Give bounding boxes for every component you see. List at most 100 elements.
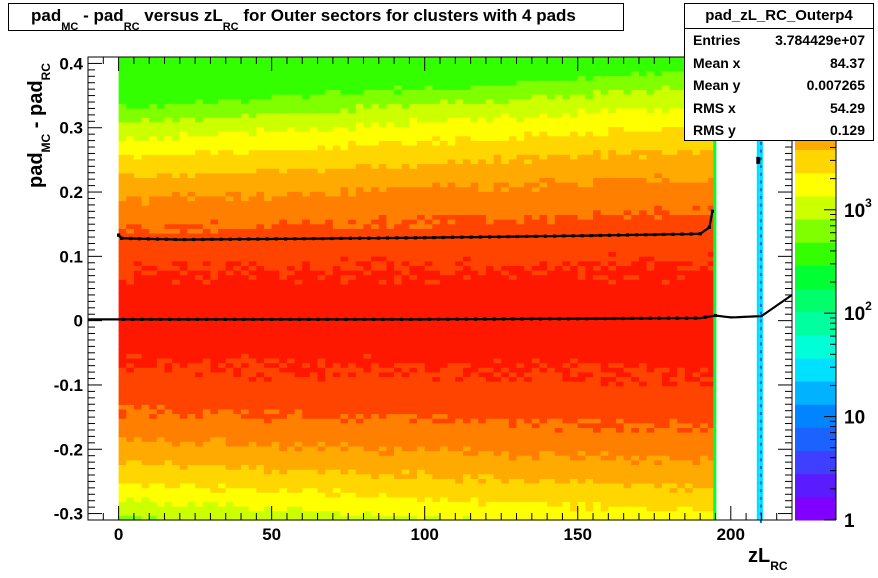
heatmap-cell	[409, 209, 418, 216]
heatmap-cell	[264, 256, 273, 262]
heatmap-cell	[363, 242, 372, 248]
heatmap-cell	[118, 348, 127, 354]
heatmap-cell	[417, 265, 426, 271]
heatmap-cell	[149, 117, 158, 123]
heatmap-cell	[455, 413, 464, 419]
heatmap-cell	[210, 436, 219, 442]
heatmap-cell	[378, 98, 388, 104]
heatmap-cell	[126, 200, 135, 206]
heatmap-cell	[118, 399, 127, 405]
heatmap-cell	[210, 144, 219, 151]
heatmap-cell	[179, 75, 189, 81]
heatmap-cell	[202, 334, 212, 341]
heatmap-cell	[149, 209, 158, 216]
heatmap-cell	[218, 455, 227, 461]
heatmap-cell	[233, 390, 242, 396]
heatmap-cell	[348, 478, 357, 484]
heatmap-cell	[133, 177, 143, 183]
heatmap-cell	[371, 251, 380, 257]
heatmap-cell	[455, 515, 464, 521]
heatmap-cell	[264, 362, 273, 368]
heatmap-cell	[172, 205, 181, 211]
heatmap-cell	[118, 307, 127, 313]
heatmap-cell	[126, 84, 135, 91]
heatmap-cell	[401, 70, 410, 77]
heatmap-cell	[225, 288, 234, 294]
heatmap-cell	[462, 57, 472, 63]
heatmap-cell	[394, 515, 403, 521]
heatmap-cell	[141, 320, 150, 327]
heatmap-cell	[225, 445, 234, 452]
heatmap-cell	[210, 158, 219, 165]
heatmap-cell	[172, 371, 181, 378]
heatmap-cell	[470, 408, 479, 415]
heatmap-cell	[493, 320, 502, 327]
heatmap-cell	[386, 232, 395, 239]
heatmap-cell	[455, 422, 464, 428]
heatmap-cell	[317, 394, 326, 401]
heatmap-cell	[149, 418, 158, 424]
heatmap-cell	[218, 450, 227, 456]
heatmap-cell	[417, 404, 426, 410]
heatmap-cell	[149, 436, 158, 442]
heatmap-cell	[302, 496, 311, 503]
heatmap-cell	[447, 353, 456, 359]
heatmap-cell	[141, 191, 150, 197]
heatmap-cell	[302, 84, 311, 91]
heatmap-cell	[409, 320, 418, 327]
heatmap-cell	[294, 427, 303, 433]
heatmap-cell	[325, 376, 334, 382]
heatmap-cell	[264, 450, 273, 456]
heatmap-cell	[371, 302, 380, 308]
heatmap-cell	[164, 293, 173, 299]
heatmap-cell	[371, 163, 380, 169]
heatmap-cell	[409, 246, 418, 253]
heatmap-cell	[141, 408, 150, 415]
heatmap-cell	[485, 70, 495, 77]
heatmap-cell	[202, 473, 212, 479]
heatmap-cell	[210, 98, 219, 104]
heatmap-cell	[218, 422, 227, 428]
heatmap-cell	[233, 413, 242, 419]
heatmap-cell	[355, 75, 365, 81]
heatmap-cell	[332, 371, 342, 378]
heatmap-cell	[417, 191, 426, 197]
heatmap-cell	[447, 283, 456, 290]
heatmap-cell	[156, 320, 166, 327]
heatmap-cell	[325, 107, 334, 114]
heatmap-cell	[325, 496, 334, 503]
heatmap-cell	[317, 450, 326, 456]
heatmap-cell	[202, 228, 212, 234]
heatmap-cell	[218, 168, 227, 174]
heatmap-cell	[417, 57, 426, 63]
heatmap-cell	[371, 112, 380, 118]
heatmap-cell	[133, 399, 143, 405]
heatmap-cell	[248, 404, 257, 410]
heatmap-cell	[355, 385, 365, 391]
heatmap-cell	[325, 168, 334, 174]
heatmap-cell	[279, 135, 288, 141]
heatmap-cell	[432, 103, 441, 109]
heatmap-cell	[325, 445, 334, 452]
heatmap-cell	[248, 376, 257, 382]
heatmap-cell	[271, 98, 280, 104]
heatmap-cell	[302, 445, 311, 452]
heatmap-cell	[248, 432, 257, 438]
heatmap-cell	[332, 404, 342, 410]
heatmap-cell	[302, 302, 311, 308]
heatmap-cell	[417, 163, 426, 169]
heatmap-cell	[340, 98, 349, 104]
heatmap-cell	[455, 320, 464, 327]
heatmap-cell	[470, 455, 479, 461]
heatmap-cell	[172, 256, 181, 262]
heatmap-cell	[286, 422, 296, 428]
heatmap-cell	[440, 57, 449, 63]
heatmap-cell	[126, 367, 135, 373]
heatmap-cell	[149, 57, 158, 63]
heatmap-cell	[455, 459, 464, 466]
heatmap-cell	[424, 89, 433, 95]
heatmap-cell	[179, 427, 189, 433]
heatmap-cell	[195, 279, 204, 285]
heatmap-cell	[241, 246, 250, 253]
heatmap-cell	[493, 103, 502, 109]
